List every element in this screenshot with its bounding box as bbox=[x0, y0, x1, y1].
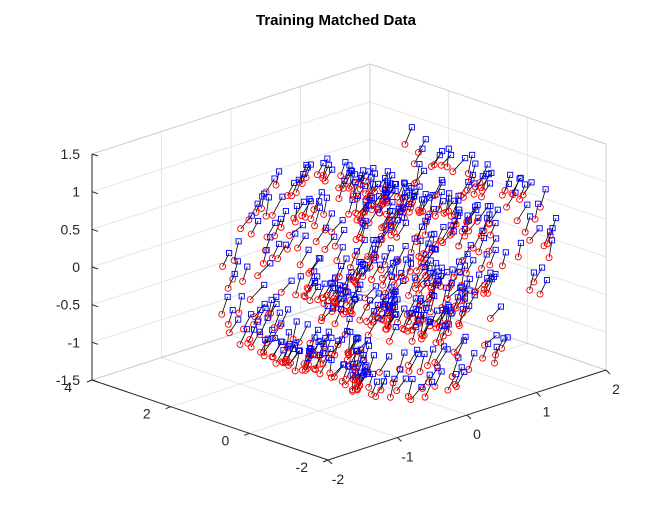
z-tick-mark bbox=[92, 380, 98, 382]
x-tick-mark bbox=[467, 415, 471, 419]
x-tick-mark bbox=[328, 460, 332, 464]
match-line bbox=[251, 221, 258, 234]
z-tick-label: 0.5 bbox=[61, 221, 81, 237]
blue-square-point bbox=[473, 161, 478, 166]
blue-square-point bbox=[544, 278, 549, 283]
z-tick-label: 0 bbox=[72, 259, 80, 275]
y-tick-mark bbox=[166, 407, 171, 409]
y-tick-mark bbox=[244, 433, 249, 435]
y-tick-label: 2 bbox=[143, 406, 151, 422]
y-tick-mark bbox=[323, 460, 328, 462]
blue-square-point bbox=[494, 236, 499, 241]
blue-square-point bbox=[329, 211, 334, 216]
y-tick-label: -2 bbox=[296, 459, 309, 475]
blue-square-point bbox=[503, 250, 508, 255]
blue-square-point bbox=[305, 322, 310, 327]
blue-square-point bbox=[388, 246, 393, 251]
blue-square-point bbox=[306, 247, 311, 252]
z-tick-label: -1 bbox=[68, 334, 81, 350]
blue-square-point bbox=[285, 307, 290, 312]
chart-title: Training Matched Data bbox=[0, 12, 672, 29]
x-tick-label: -2 bbox=[332, 471, 345, 487]
match-line bbox=[540, 280, 547, 294]
z-tick-label: -1.5 bbox=[56, 372, 80, 388]
match-line bbox=[490, 307, 501, 319]
axis-ticks bbox=[87, 154, 610, 464]
y-axis-line bbox=[92, 380, 328, 460]
match-line bbox=[281, 281, 291, 293]
blue-square-point bbox=[553, 215, 558, 220]
z-tick-label: 1 bbox=[72, 184, 80, 200]
x-tick-mark bbox=[606, 370, 610, 374]
blue-square-point bbox=[328, 346, 333, 351]
y-tick-mark bbox=[87, 380, 92, 382]
blue-square-point bbox=[283, 208, 288, 213]
blue-square-point bbox=[402, 350, 407, 355]
z-tick-label: -0.5 bbox=[56, 297, 80, 313]
x-tick-label: -1 bbox=[401, 449, 414, 465]
z-tick-mark bbox=[92, 154, 98, 156]
y-tick-label: 0 bbox=[222, 432, 230, 448]
blue-square-point bbox=[421, 197, 426, 202]
blue-square-point bbox=[543, 187, 548, 192]
match-line bbox=[489, 238, 496, 251]
match-line bbox=[330, 360, 332, 373]
match-line bbox=[317, 163, 323, 175]
blue-square-point bbox=[315, 327, 320, 332]
blue-square-point bbox=[441, 224, 446, 229]
data-points bbox=[219, 125, 559, 403]
x-tick-mark bbox=[398, 438, 402, 442]
x-tick-label: 0 bbox=[473, 426, 481, 442]
blue-square-point bbox=[342, 227, 347, 232]
blue-square-point bbox=[293, 231, 298, 236]
x-tick-mark bbox=[537, 393, 541, 397]
match-line bbox=[467, 295, 475, 309]
x-tick-label: 2 bbox=[612, 381, 620, 397]
z-tick-mark bbox=[92, 229, 98, 231]
z-tick-label: 1.5 bbox=[61, 146, 81, 162]
x-tick-label: 1 bbox=[543, 404, 551, 420]
match-line bbox=[223, 253, 229, 266]
z-tick-mark bbox=[92, 305, 98, 307]
blue-square-point bbox=[539, 265, 544, 270]
axes-grid bbox=[92, 64, 606, 460]
z-tick-mark bbox=[92, 267, 98, 269]
z-tick-mark bbox=[92, 192, 98, 194]
z-tick-mark bbox=[92, 342, 98, 344]
match-line bbox=[258, 308, 265, 320]
blue-square-point bbox=[371, 237, 376, 242]
blue-square-point bbox=[431, 347, 436, 352]
box-edge bbox=[370, 64, 606, 144]
blue-square-point bbox=[280, 339, 285, 344]
blue-square-point bbox=[403, 243, 408, 248]
